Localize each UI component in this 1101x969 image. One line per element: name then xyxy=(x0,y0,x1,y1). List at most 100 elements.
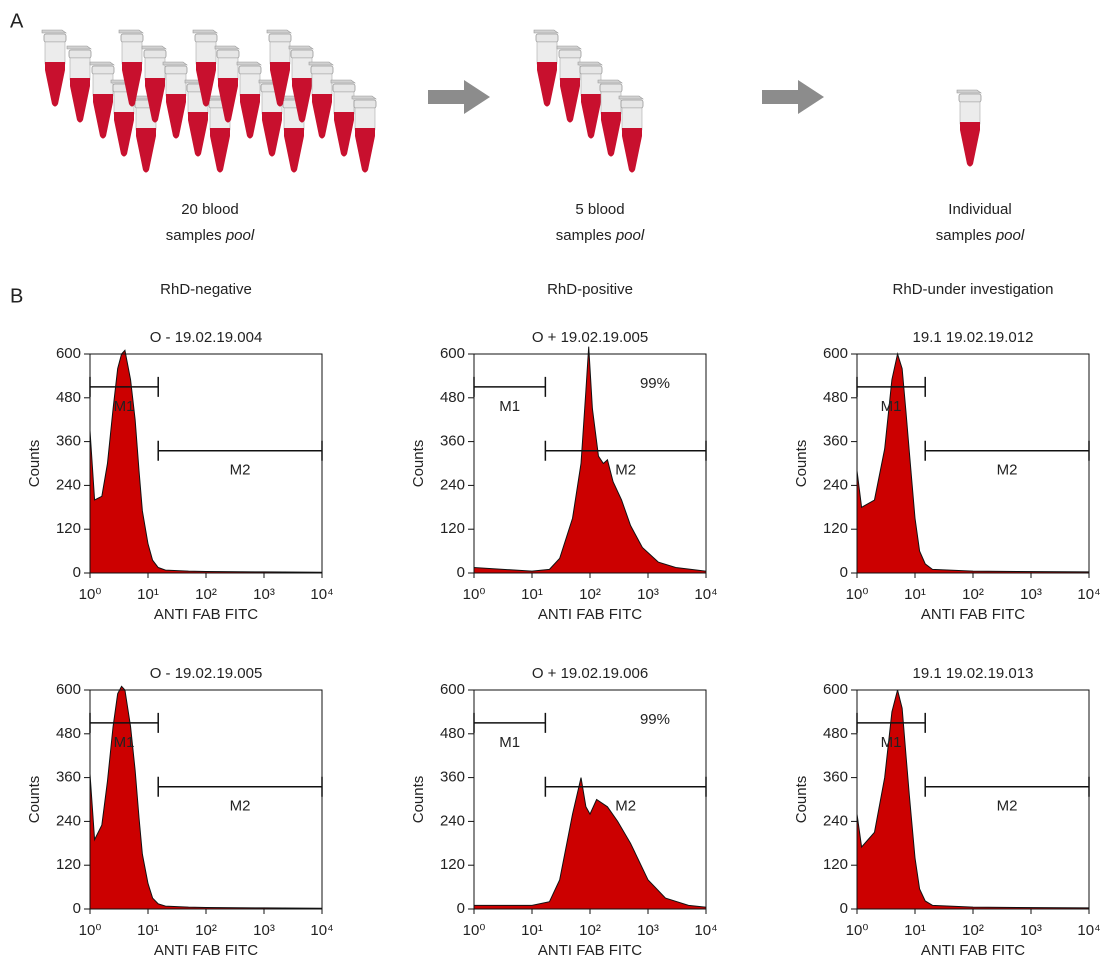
caption-text: samples xyxy=(166,227,222,244)
x-tick-label: 10⁴ xyxy=(310,922,333,939)
gate-label: M2 xyxy=(615,798,636,815)
x-tick-label: 10⁴ xyxy=(310,586,333,603)
panel-label: A xyxy=(10,10,24,32)
y-tick-label: 120 xyxy=(56,520,81,537)
gate xyxy=(473,376,547,397)
gate xyxy=(89,712,159,733)
x-tick-label: 10⁰ xyxy=(846,922,869,939)
x-tick-label: 10³ xyxy=(637,922,659,939)
caption-text: samples xyxy=(556,227,612,244)
x-tick-label: 10² xyxy=(195,586,217,603)
y-tick-label: 480 xyxy=(440,389,465,406)
caption-italic: pool xyxy=(995,227,1025,244)
gate-label: M1 xyxy=(114,398,135,415)
x-tick-label: 10⁰ xyxy=(463,586,486,603)
y-tick-label: 0 xyxy=(73,900,81,917)
y-tick-label: 480 xyxy=(823,725,848,742)
gate xyxy=(544,776,707,797)
y-tick-label: 600 xyxy=(56,345,81,362)
gate xyxy=(157,776,323,797)
x-tick-label: 10⁴ xyxy=(1077,586,1100,603)
gate-label: M2 xyxy=(230,462,251,479)
caption-italic: pool xyxy=(615,227,645,244)
caption: Individual xyxy=(948,201,1011,218)
x-tick-label: 10¹ xyxy=(904,922,926,939)
y-tick-label: 0 xyxy=(457,564,465,581)
x-tick-label: 10² xyxy=(579,586,601,603)
y-tick-label: 240 xyxy=(56,812,81,829)
x-tick-label: 10³ xyxy=(1020,922,1042,939)
tube-group-5 xyxy=(533,29,644,173)
caption: 5 blood xyxy=(575,201,624,218)
y-tick-label: 360 xyxy=(823,433,848,450)
y-tick-label: 120 xyxy=(823,520,848,537)
x-axis-label: ANTI FAB FITC xyxy=(538,942,642,959)
histogram-area xyxy=(473,346,707,574)
gate xyxy=(157,440,323,461)
y-tick-label: 240 xyxy=(440,476,465,493)
x-tick-label: 10⁰ xyxy=(463,922,486,939)
y-tick-label: 120 xyxy=(823,856,848,873)
chart-title: 19.1 19.02.19.013 xyxy=(913,665,1034,682)
y-tick-label: 480 xyxy=(56,389,81,406)
x-tick-label: 10² xyxy=(962,922,984,939)
caption-text: samples xyxy=(936,227,992,244)
y-tick-label: 360 xyxy=(56,769,81,786)
x-axis-label: ANTI FAB FITC xyxy=(154,606,258,623)
x-tick-label: 10² xyxy=(579,922,601,939)
column-header: RhD-negative xyxy=(160,281,252,298)
histogram-area xyxy=(856,352,1090,574)
chart-title: O - 19.02.19.005 xyxy=(150,665,263,682)
gate xyxy=(924,776,1090,797)
gate-label: M1 xyxy=(881,734,902,751)
gate-label: M1 xyxy=(881,398,902,415)
gate xyxy=(924,440,1090,461)
y-tick-label: 480 xyxy=(56,725,81,742)
y-tick-label: 120 xyxy=(440,520,465,537)
y-axis-label: Counts xyxy=(26,440,43,488)
x-tick-label: 10⁴ xyxy=(1077,922,1100,939)
x-tick-label: 10¹ xyxy=(521,586,543,603)
y-tick-label: 0 xyxy=(73,564,81,581)
gate-label: M2 xyxy=(997,798,1018,815)
annotation: 99% xyxy=(640,711,670,728)
y-tick-label: 240 xyxy=(56,476,81,493)
x-tick-label: 10⁰ xyxy=(846,586,869,603)
x-axis-label: ANTI FAB FITC xyxy=(921,606,1025,623)
y-axis-label: Counts xyxy=(793,440,810,488)
x-tick-label: 10¹ xyxy=(137,586,159,603)
y-tick-label: 480 xyxy=(440,725,465,742)
caption-italic: pool xyxy=(225,227,255,244)
x-tick-label: 10⁴ xyxy=(694,586,717,603)
y-tick-label: 600 xyxy=(56,681,81,698)
tube-group-20 xyxy=(41,29,377,173)
x-axis-label: ANTI FAB FITC xyxy=(538,606,642,623)
x-tick-label: 10³ xyxy=(637,586,659,603)
x-tick-label: 10³ xyxy=(253,586,275,603)
histogram-area xyxy=(473,777,707,910)
y-tick-label: 360 xyxy=(440,769,465,786)
x-tick-label: 10³ xyxy=(253,922,275,939)
x-tick-label: 10¹ xyxy=(137,922,159,939)
tube-single xyxy=(956,89,982,167)
x-tick-label: 10² xyxy=(962,586,984,603)
histogram-area xyxy=(856,689,1090,910)
histogram-area xyxy=(89,349,323,574)
x-tick-label: 10¹ xyxy=(904,586,926,603)
y-tick-label: 360 xyxy=(56,433,81,450)
y-tick-label: 240 xyxy=(823,812,848,829)
x-tick-label: 10⁰ xyxy=(79,586,102,603)
chart-title: O + 19.02.19.006 xyxy=(532,665,648,682)
x-tick-label: 10⁰ xyxy=(79,922,102,939)
x-axis-label: ANTI FAB FITC xyxy=(154,942,258,959)
x-tick-label: 10¹ xyxy=(521,922,543,939)
y-tick-label: 120 xyxy=(440,856,465,873)
y-axis-label: Counts xyxy=(410,440,427,488)
gate-label: M1 xyxy=(114,734,135,751)
gate-label: M2 xyxy=(615,462,636,479)
y-tick-label: 0 xyxy=(840,564,848,581)
x-tick-label: 10² xyxy=(195,922,217,939)
x-axis-label: ANTI FAB FITC xyxy=(921,942,1025,959)
gate xyxy=(544,440,707,461)
y-tick-label: 480 xyxy=(823,389,848,406)
